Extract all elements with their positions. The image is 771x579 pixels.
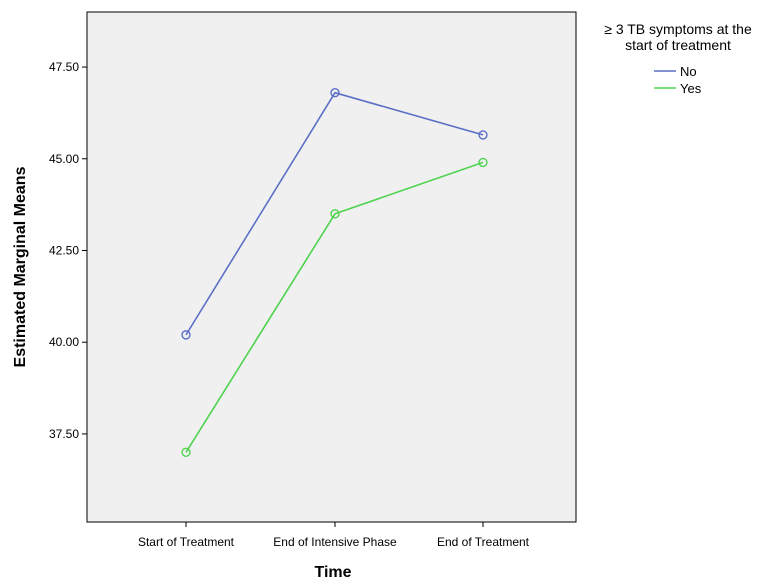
y-axis-ticks: 37.50 40.00 42.50 45.00 47.50: [49, 60, 87, 441]
y-tick-label: 47.50: [49, 60, 79, 74]
data-point-no: [478, 130, 488, 140]
series-layer: [181, 88, 488, 457]
y-tick-label: 42.50: [49, 243, 79, 257]
legend-items: No Yes: [654, 64, 702, 96]
y-tick-label: 40.00: [49, 335, 79, 349]
data-point-yes: [181, 447, 191, 457]
x-tick-label: End of Treatment: [437, 535, 530, 549]
x-tick-label: End of Intensive Phase: [273, 535, 397, 549]
y-tick-label: 45.00: [49, 152, 79, 166]
plot-area: [86, 11, 577, 523]
legend-title-line-2: start of treatment: [625, 37, 731, 53]
y-axis-title: Estimated Marginal Means: [12, 166, 29, 367]
data-point-no: [330, 88, 340, 98]
legend: ≥ 3 TB symptoms at the start of treatmen…: [604, 21, 752, 96]
data-point-yes: [330, 209, 340, 219]
legend-title-line-1: ≥ 3 TB symptoms at the: [604, 21, 752, 37]
series-line-yes: [185, 161, 484, 453]
legend-label-yes: Yes: [680, 81, 702, 96]
x-tick-label: Start of Treatment: [138, 535, 235, 549]
y-tick-label: 37.50: [49, 427, 79, 441]
x-axis-ticks: Start of Treatment End of Intensive Phase…: [138, 522, 530, 549]
data-point-yes: [478, 157, 488, 168]
data-point-no: [181, 330, 191, 340]
x-axis-title: Time: [314, 564, 351, 579]
legend-label-no: No: [680, 64, 697, 79]
series-line-no: [185, 91, 484, 336]
